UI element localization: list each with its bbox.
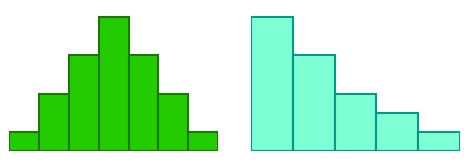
Bar xyxy=(99,17,128,151)
Bar xyxy=(128,55,158,151)
Bar xyxy=(69,55,99,151)
Bar xyxy=(293,55,335,151)
Bar xyxy=(376,113,418,151)
Bar xyxy=(418,132,460,151)
Bar xyxy=(158,94,188,151)
Bar xyxy=(335,94,376,151)
Bar xyxy=(9,132,39,151)
Bar xyxy=(251,17,293,151)
Bar xyxy=(39,94,69,151)
Bar xyxy=(188,132,218,151)
